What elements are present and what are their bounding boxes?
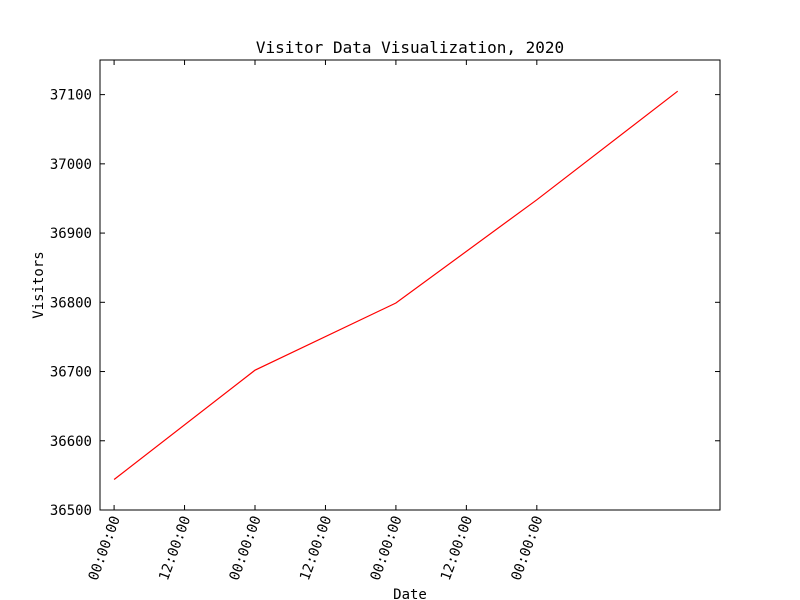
x-axis-label: Date <box>393 587 427 600</box>
plot-area <box>99 59 721 511</box>
x-tick-label: 12:00:00 <box>297 514 335 583</box>
x-tick-label: 00:00:00 <box>368 514 406 583</box>
y-tick-label: 36600 <box>50 434 92 450</box>
chart-title: Visitor Data Visualization, 2020 <box>256 38 564 57</box>
x-tick-label: 12:00:00 <box>156 514 194 583</box>
y-tick-label: 36900 <box>50 226 92 242</box>
y-tick-label: 36800 <box>50 295 92 311</box>
y-axis-label: Visitors <box>31 251 47 318</box>
series-layer <box>113 90 679 480</box>
x-tick-label: 00:00:00 <box>227 514 265 583</box>
x-tick-label: 00:00:00 <box>508 514 546 583</box>
x-tick-label: 00:00:00 <box>86 514 124 583</box>
y-axis: 36500 36600 36700 36800 36900 37000 37100 <box>50 88 720 519</box>
y-tick-label: 36700 <box>50 365 92 381</box>
y-tick-label: 36500 <box>50 503 92 519</box>
x-tick-label: 12:00:00 <box>438 514 476 583</box>
y-tick-label: 37000 <box>50 157 92 173</box>
y-tick-label: 37100 <box>50 88 92 104</box>
